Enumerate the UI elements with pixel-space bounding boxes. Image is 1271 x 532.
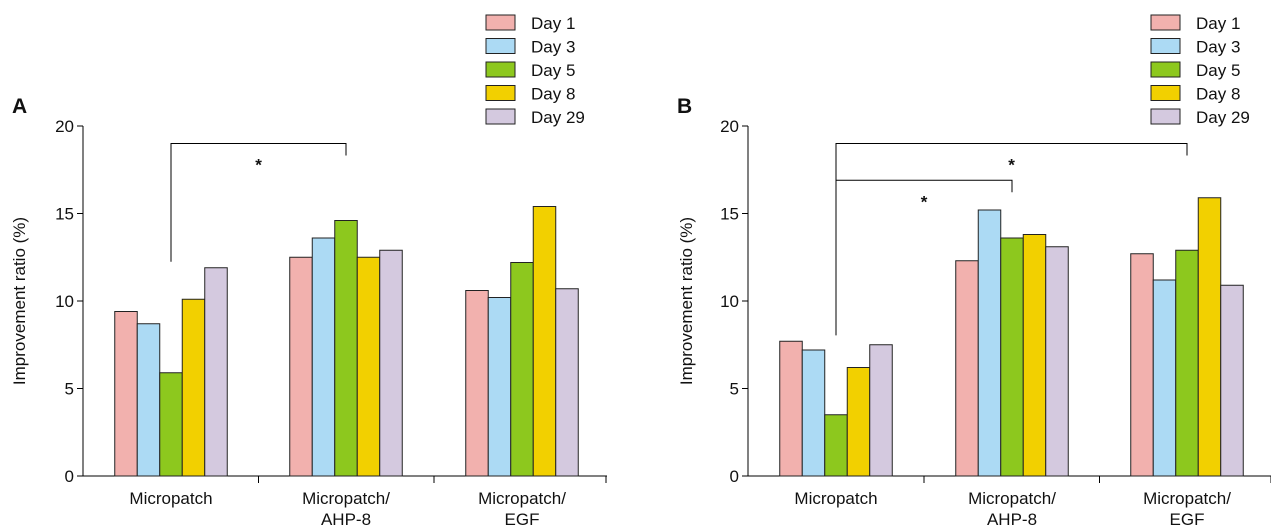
bar (379, 249, 403, 477)
bar (181, 298, 206, 477)
legend-swatch (485, 14, 516, 31)
y-axis-title: Improvement ratio (%) (677, 217, 696, 385)
category-label: Micropatch/ (1143, 489, 1231, 508)
legend-swatch (1150, 14, 1181, 31)
category-label: Micropatch (794, 489, 877, 508)
legend-swatch (485, 85, 516, 101)
legend-label: Day 3 (1196, 38, 1240, 57)
bar (869, 344, 893, 477)
bar (465, 290, 489, 477)
y-tick-label: 5 (65, 380, 74, 399)
significance-bracket (835, 179, 1013, 336)
category-label: Micropatch/ (302, 489, 390, 508)
legend-label: Day 5 (1196, 61, 1240, 80)
y-tick-label: 10 (55, 292, 74, 311)
legend-label: Day 8 (1196, 85, 1240, 104)
bar (136, 323, 161, 477)
bar (334, 220, 358, 477)
bar (1220, 284, 1244, 477)
y-axis-title: Improvement ratio (%) (10, 217, 29, 385)
category-label: AHP-8 (321, 510, 371, 529)
bar (555, 288, 579, 477)
bar (779, 340, 803, 477)
legend-swatch (1150, 108, 1181, 125)
bar (824, 414, 848, 477)
panel-b: B Improvement ratio (%) 0 5 10 15 20 Micropatch… (677, 14, 1271, 529)
panel-letter: A (12, 95, 27, 118)
category-label: EGF (1170, 510, 1205, 529)
legend-swatch (1150, 85, 1181, 101)
bar (114, 311, 138, 477)
category-label: Micropatch/ (478, 489, 566, 508)
panel-a: A Improvement ratio (%) 0 5 10 15 20 Micropatch… (10, 14, 607, 529)
category-label: Micropatch/ (968, 489, 1056, 508)
bar (977, 209, 1002, 477)
bar (1045, 246, 1069, 477)
bar (510, 262, 534, 477)
bar (487, 297, 512, 477)
bar (1152, 279, 1177, 477)
bar (801, 349, 826, 477)
bar (289, 256, 313, 477)
panel-letter: B (677, 95, 692, 118)
bar (955, 260, 979, 477)
significance-bracket (170, 143, 347, 262)
bar (356, 256, 381, 477)
bar (1022, 234, 1047, 477)
legend-label: Day 29 (1196, 108, 1250, 127)
bar (204, 267, 228, 477)
bar (159, 372, 183, 477)
y-tick-label: 20 (720, 117, 739, 136)
legend-swatch (1150, 38, 1181, 54)
legend-label: Day 5 (531, 61, 575, 80)
bar (532, 206, 557, 477)
y-tick-label: 0 (730, 467, 739, 486)
legend-swatch (1150, 61, 1181, 78)
y-tick-label: 10 (720, 292, 739, 311)
legend-label: Day 1 (1196, 14, 1240, 33)
legend-label: Day 3 (531, 38, 575, 57)
category-label: AHP-8 (987, 510, 1037, 529)
significance-star: * (921, 192, 928, 211)
bar (1175, 249, 1199, 477)
bar (1197, 197, 1222, 477)
category-label: EGF (505, 510, 540, 529)
y-tick-label: 15 (720, 205, 739, 224)
legend-swatch (485, 38, 516, 54)
bar (311, 237, 336, 477)
category-label: Micropatch (129, 489, 212, 508)
legend-swatch (485, 108, 516, 125)
legend-label: Day 29 (531, 108, 585, 127)
bar (1000, 237, 1024, 477)
bar (1130, 253, 1154, 477)
significance-star: * (1008, 156, 1015, 175)
legend-label: Day 1 (531, 14, 575, 33)
y-tick-label: 20 (55, 117, 74, 136)
bar (846, 367, 871, 477)
y-tick-label: 0 (65, 467, 74, 486)
y-tick-label: 5 (730, 380, 739, 399)
y-tick-label: 15 (55, 205, 74, 224)
legend-swatch (485, 61, 516, 78)
legend-label: Day 8 (531, 85, 575, 104)
significance-star: * (255, 156, 262, 175)
